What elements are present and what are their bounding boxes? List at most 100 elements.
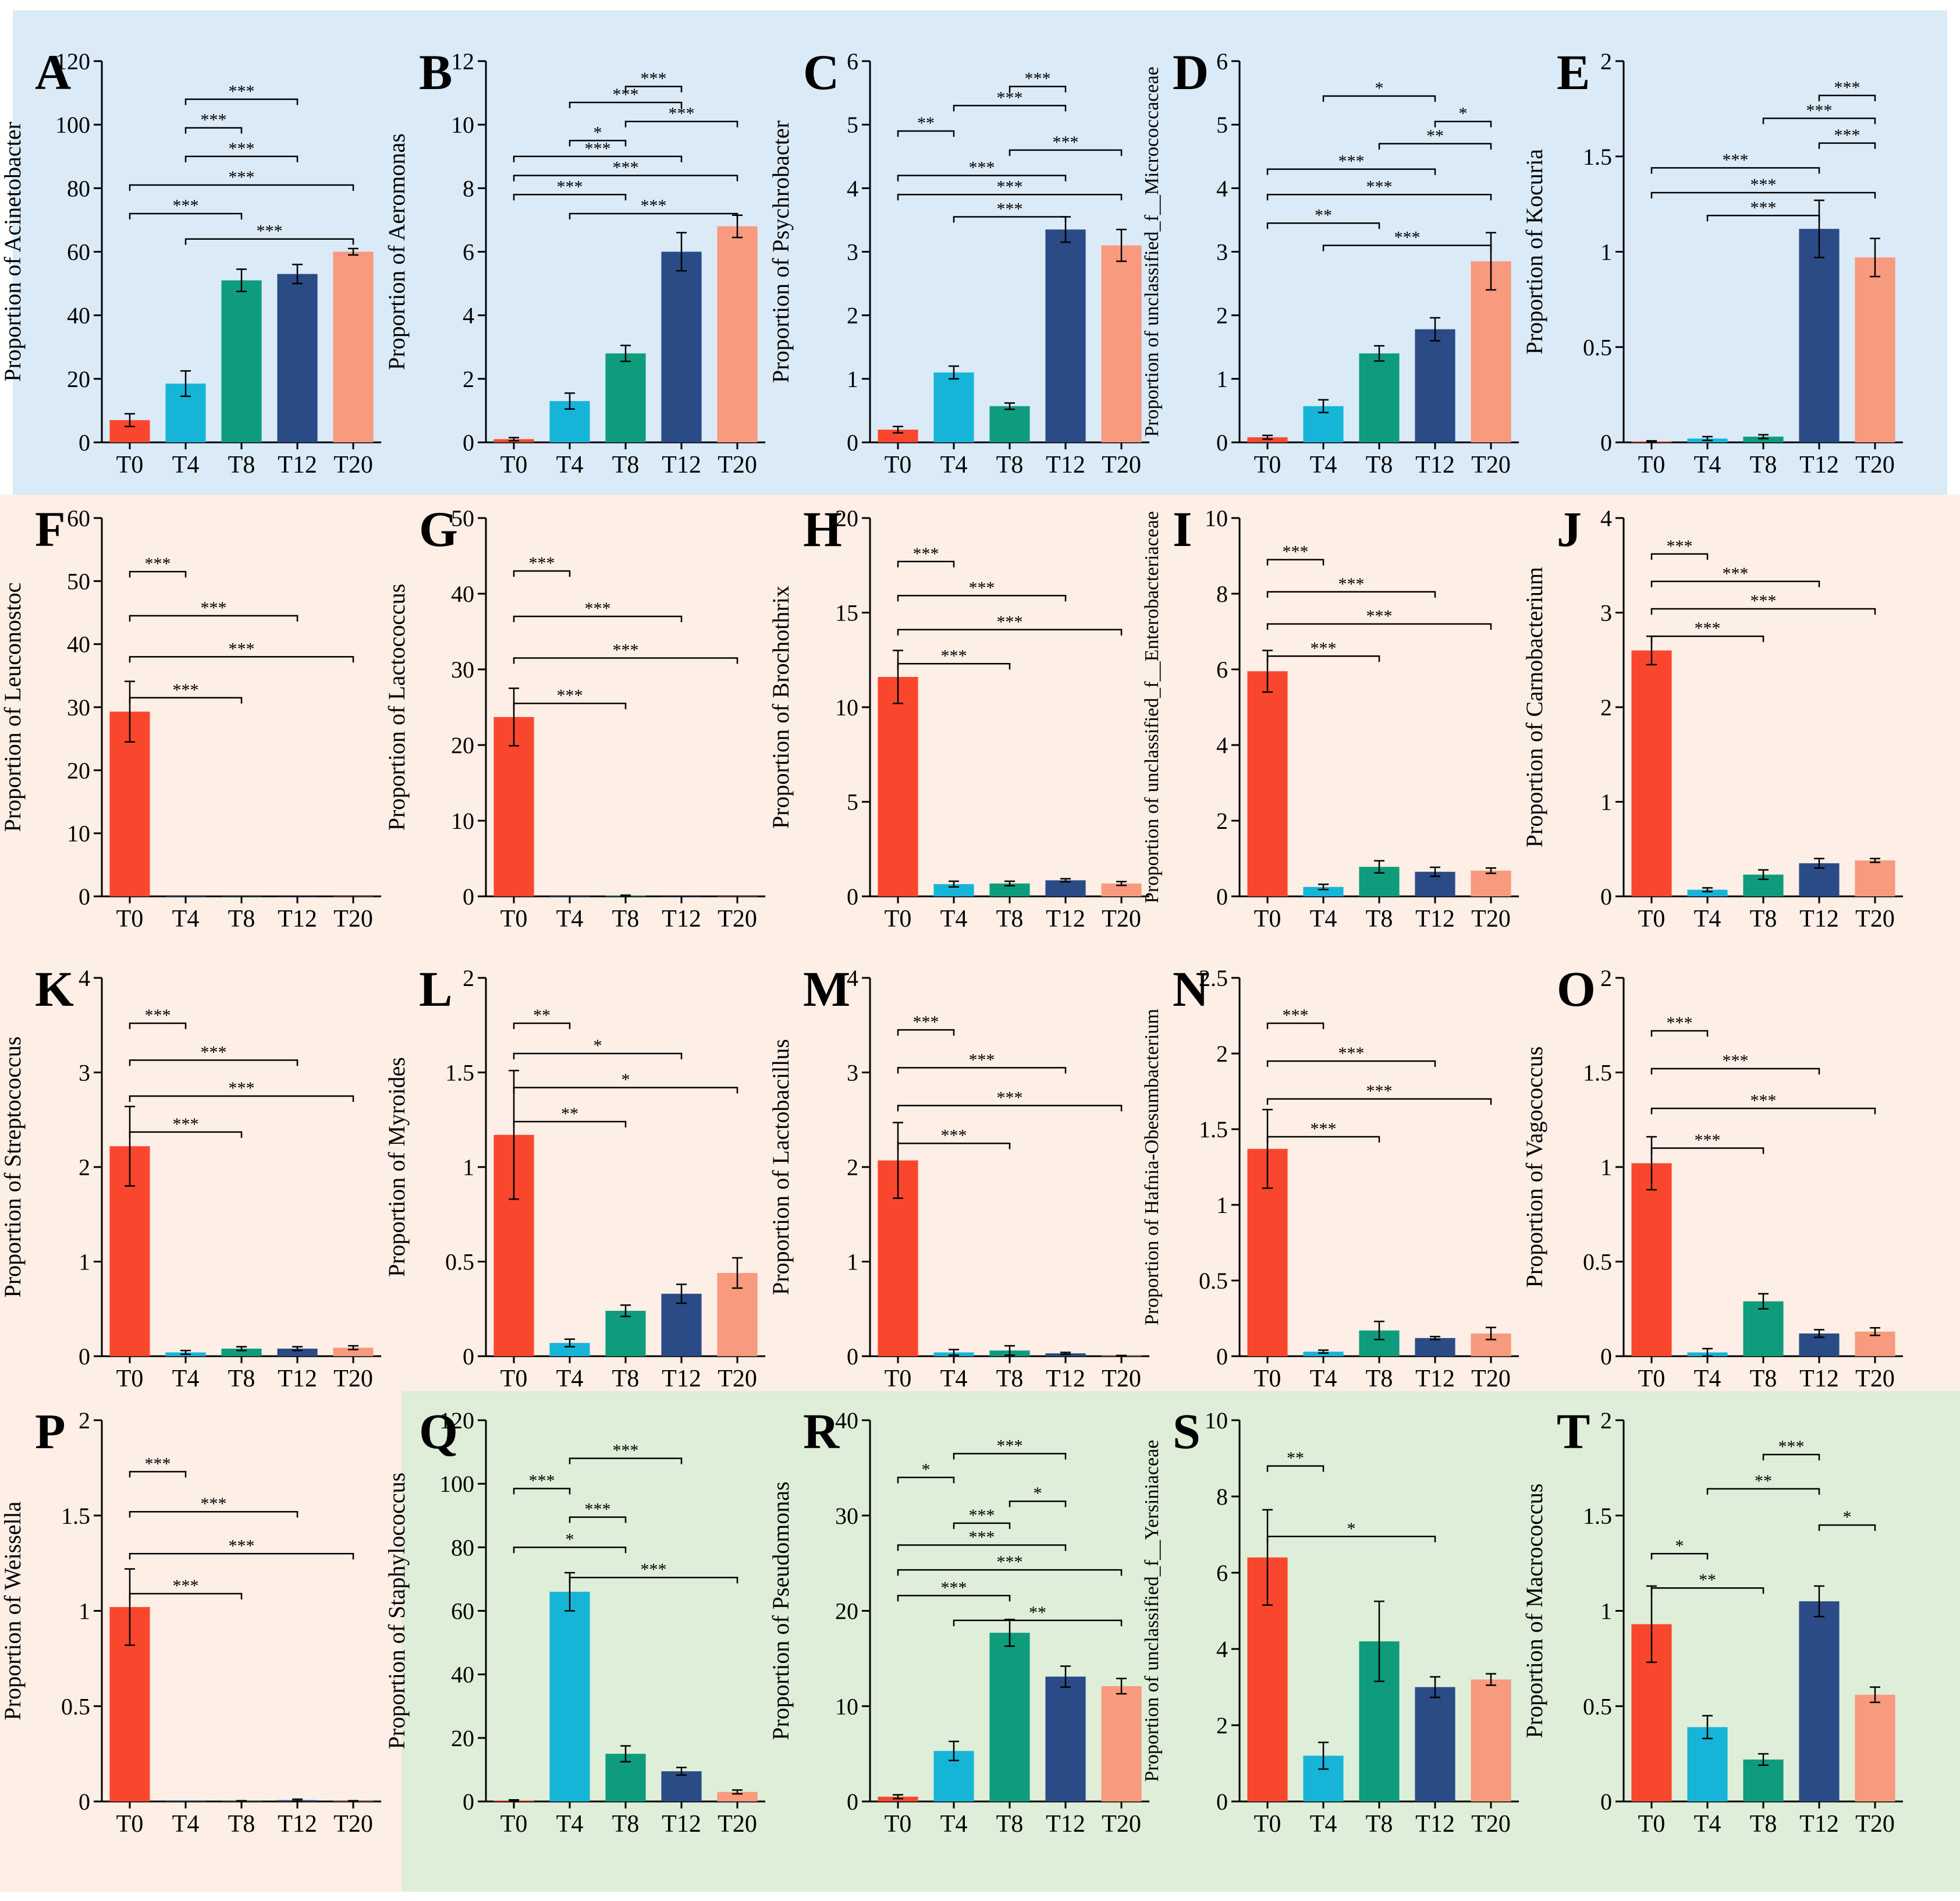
y-tick-label: 3 xyxy=(1216,239,1228,265)
x-tick-label: T20 xyxy=(1102,906,1141,932)
significance-label: *** xyxy=(1695,619,1721,638)
significance-bracket xyxy=(513,1547,627,1554)
significance-bracket xyxy=(1650,1067,1820,1074)
significance-bracket xyxy=(1266,1465,1325,1472)
y-axis-label: Proportion of Carnobacterium xyxy=(1521,567,1547,847)
x-tick-label: T12 xyxy=(1046,1366,1085,1392)
significance-bracket xyxy=(1650,167,1820,174)
significance-bracket xyxy=(1266,222,1380,229)
significance-label: * xyxy=(1675,1536,1684,1555)
x-tick-label: T4 xyxy=(1310,1366,1337,1392)
y-tick-label: 1 xyxy=(847,366,858,392)
x-tick-label: T0 xyxy=(1638,906,1666,932)
significance-label: *** xyxy=(1667,1013,1693,1033)
y-tick-label: 4 xyxy=(847,965,858,991)
y-tick-label: 0 xyxy=(1600,1343,1612,1370)
significance-label: *** xyxy=(145,554,171,573)
y-tick-label: 12 xyxy=(451,48,474,75)
bar-t20 xyxy=(1471,261,1511,442)
x-tick-label: T12 xyxy=(1799,906,1839,932)
significance-label: *** xyxy=(585,1499,611,1519)
significance-label: *** xyxy=(1025,69,1051,88)
significance-bracket xyxy=(1266,655,1380,662)
y-tick-label: 2 xyxy=(79,1407,90,1434)
panel-f: F Proportion of Leuconostoc 0 10 20 30 40 50 60 T… xyxy=(0,501,381,932)
bar-t8 xyxy=(1743,437,1784,442)
significance-bracket xyxy=(1266,591,1436,598)
y-tick-label: 8 xyxy=(463,175,474,201)
y-tick-label: 0 xyxy=(463,884,474,910)
y-tick-label: 120 xyxy=(55,48,90,75)
y-tick-label: 0 xyxy=(1216,884,1228,910)
significance-bracket xyxy=(624,86,683,93)
x-tick-label: T12 xyxy=(662,1811,701,1838)
y-tick-label: 3 xyxy=(847,1060,858,1086)
panel-letter: N xyxy=(1173,961,1209,1017)
x-tick-label: T8 xyxy=(612,1811,640,1838)
x-tick-label: T0 xyxy=(1638,1811,1666,1838)
x-tick-label: T20 xyxy=(718,452,757,478)
x-tick-label: T20 xyxy=(1471,906,1511,932)
y-tick-label: 6 xyxy=(847,48,858,75)
y-tick-label: 20 xyxy=(835,1598,858,1625)
significance-label: *** xyxy=(1778,1437,1805,1456)
y-tick-label: 6 xyxy=(1216,1560,1228,1586)
x-tick-label: T0 xyxy=(1254,1811,1281,1838)
panel-i: I Proportion of unclassified_f__Enterobac… xyxy=(1141,501,1519,932)
y-tick-label: 1 xyxy=(79,1249,90,1275)
x-tick-label: T4 xyxy=(556,1366,584,1392)
panel-letter: I xyxy=(1173,501,1192,557)
y-axis-label: Proportion of unclassified_f__Yersiniace… xyxy=(1141,1440,1163,1782)
significance-bracket xyxy=(513,1052,683,1059)
x-tick-label: T4 xyxy=(556,452,584,478)
y-tick-label: 0 xyxy=(1216,430,1228,456)
significance-bracket xyxy=(1818,142,1876,149)
significance-label: ** xyxy=(1287,1449,1304,1468)
y-tick-label: 4 xyxy=(1216,1636,1228,1662)
significance-label: *** xyxy=(173,196,199,215)
panel-m: M Proportion of Lactobacillus 0 1 2 3 4 T0 T4 T8 T… xyxy=(768,961,1149,1392)
significance-bracket xyxy=(897,1595,1011,1602)
bar-t12 xyxy=(661,251,702,442)
x-tick-label: T0 xyxy=(1254,906,1281,932)
y-tick-label: 2.5 xyxy=(1199,965,1228,991)
significance-bracket xyxy=(129,570,187,578)
y-tick-label: 60 xyxy=(67,239,90,265)
y-tick-label: 0 xyxy=(463,430,474,456)
significance-bracket xyxy=(1266,623,1492,630)
significance-bracket xyxy=(897,1569,1123,1576)
y-tick-label: 15 xyxy=(835,600,858,626)
significance-label: *** xyxy=(1311,1119,1337,1139)
significance-bracket xyxy=(129,697,243,704)
x-tick-label: T12 xyxy=(1046,906,1085,932)
bar-t4 xyxy=(549,1591,590,1801)
significance-bracket xyxy=(1650,1147,1764,1154)
bar-t8 xyxy=(989,883,1030,896)
y-tick-label: 2 xyxy=(1216,1041,1228,1067)
y-tick-label: 1 xyxy=(1600,1598,1612,1625)
x-tick-label: T8 xyxy=(996,1811,1024,1838)
x-tick-label: T8 xyxy=(1366,1811,1393,1838)
significance-label: * xyxy=(1034,1484,1042,1503)
y-tick-label: 6 xyxy=(1216,48,1228,75)
x-tick-label: T8 xyxy=(228,906,255,932)
y-axis-label: Proportion of Kocuria xyxy=(1521,149,1547,355)
significance-bracket xyxy=(513,1087,738,1094)
significance-label: *** xyxy=(145,1006,171,1025)
y-tick-label: 10 xyxy=(835,1693,858,1719)
y-tick-label: 20 xyxy=(835,505,858,531)
bar-t20 xyxy=(333,1347,374,1356)
significance-label: *** xyxy=(969,1528,995,1547)
significance-label: ** xyxy=(1315,205,1332,225)
significance-label: ** xyxy=(561,1104,578,1123)
significance-label: *** xyxy=(1338,152,1365,171)
panel-g: G Proportion of Lactococcus 0 10 20 30 40 50 T0 T… xyxy=(384,501,765,932)
significance-bracket xyxy=(569,1457,683,1464)
significance-label: *** xyxy=(229,1536,255,1555)
significance-label: *** xyxy=(229,1079,255,1098)
significance-label: *** xyxy=(557,177,583,196)
x-tick-label: T20 xyxy=(1102,1366,1141,1392)
significance-bracket xyxy=(513,703,627,710)
y-tick-label: 40 xyxy=(67,632,90,658)
